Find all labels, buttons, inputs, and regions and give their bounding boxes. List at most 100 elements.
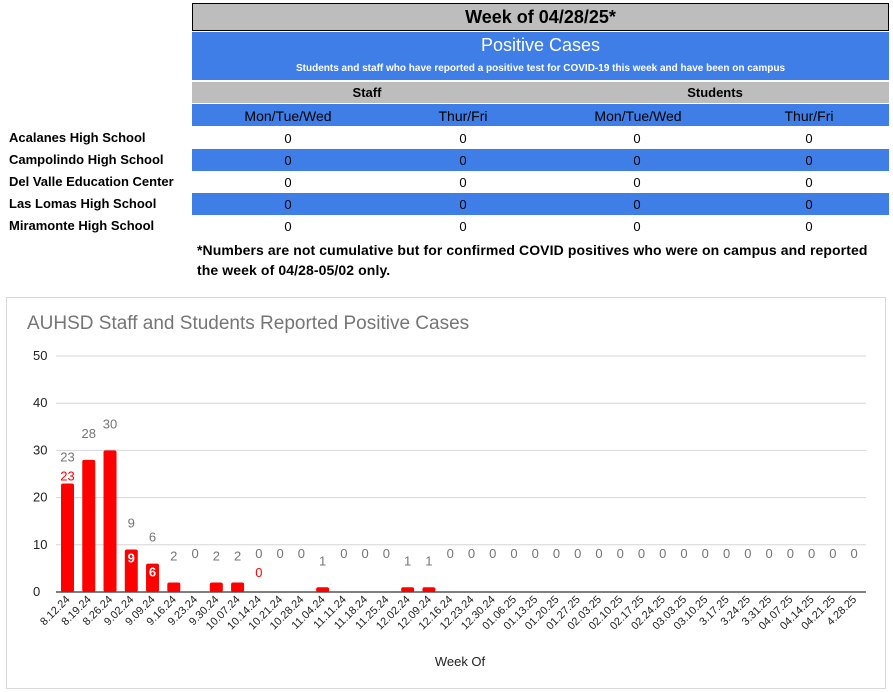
- total-label: 0: [595, 546, 602, 561]
- table-cell: 0: [805, 131, 813, 146]
- section-title: Positive Cases: [480, 35, 601, 55]
- school-name: Del Valle Education Center: [9, 174, 174, 189]
- total-label: 2: [234, 549, 241, 564]
- total-label: 1: [425, 553, 432, 568]
- total-label: 0: [638, 546, 645, 561]
- bar: [124, 549, 138, 592]
- y-tick-label: 40: [33, 395, 47, 410]
- day-columns-row: Mon/Tue/Wed Thur/Fri Mon/Tue/Wed Thur/Fr…: [192, 104, 889, 126]
- total-label: 0: [723, 546, 730, 561]
- table-cell: 0: [459, 153, 467, 168]
- bar: [422, 587, 436, 592]
- y-tick-label: 20: [33, 490, 47, 505]
- table-row: Las Lomas High School 0 0 0 0: [0, 193, 889, 215]
- total-label: 0: [447, 546, 454, 561]
- total-label: 9: [128, 516, 135, 531]
- y-tick-label: 10: [33, 537, 47, 552]
- chart-frame: [6, 297, 886, 689]
- group-students-label: Students: [687, 85, 743, 100]
- total-label: 0: [340, 546, 347, 561]
- x-axis-title: Week Of: [435, 654, 486, 669]
- table-cell: 0: [633, 197, 641, 212]
- total-label: 23: [60, 449, 74, 464]
- table-cell: 0: [805, 197, 813, 212]
- total-label: 0: [787, 546, 794, 561]
- total-label: 0: [468, 546, 475, 561]
- group-header-row: Staff Students: [192, 82, 889, 103]
- total-label: 6: [149, 530, 156, 545]
- y-tick-label: 30: [33, 442, 47, 457]
- total-label: 0: [829, 546, 836, 561]
- table-cell: 0: [284, 153, 292, 168]
- week-title: Week of 04/28/25*: [192, 3, 889, 31]
- bar: [231, 582, 245, 592]
- total-label: 0: [553, 546, 560, 561]
- school-name: Campolindo High School: [9, 152, 164, 167]
- total-label: 0: [744, 546, 751, 561]
- col-staff-mtw: Mon/Tue/Wed: [244, 108, 332, 124]
- bar: [209, 582, 223, 592]
- data-label: 0: [255, 565, 262, 580]
- total-label: 0: [276, 546, 283, 561]
- table-row: Miramonte High School 0 0 0 0: [0, 215, 889, 237]
- bar: [316, 587, 330, 592]
- total-label: 0: [851, 546, 858, 561]
- total-label: 0: [489, 546, 496, 561]
- table-cell: 0: [633, 153, 641, 168]
- bar: [61, 483, 74, 592]
- total-label: 0: [362, 546, 369, 561]
- total-label: 30: [103, 416, 117, 431]
- table-cell: 0: [284, 197, 292, 212]
- table-cell: 0: [805, 219, 813, 234]
- school-name: Las Lomas High School: [9, 196, 157, 211]
- total-label: 2: [170, 549, 177, 564]
- total-label: 0: [659, 546, 666, 561]
- total-label: 28: [82, 426, 96, 441]
- table-row: Campolindo High School 0 0 0 0: [0, 149, 889, 171]
- col-students-mtw: Mon/Tue/Wed: [594, 108, 682, 124]
- total-label: 0: [680, 546, 687, 561]
- table-cell: 0: [459, 175, 467, 190]
- school-name: Acalanes High School: [9, 130, 146, 145]
- group-staff-label: Staff: [352, 85, 382, 100]
- bar: [103, 450, 117, 592]
- table-cell: 0: [805, 153, 813, 168]
- table-cell: 0: [284, 219, 292, 234]
- table-cell: 0: [284, 131, 292, 146]
- data-label: 23: [60, 468, 74, 483]
- table-cell: 0: [459, 131, 467, 146]
- section-subtitle: Students and staff who have reported a p…: [296, 63, 785, 74]
- data-label: 6: [149, 565, 156, 580]
- total-label: 0: [808, 546, 815, 561]
- table-cell: 0: [633, 219, 641, 234]
- total-label: 0: [255, 546, 262, 561]
- total-label: 0: [298, 546, 305, 561]
- bar: [82, 459, 96, 592]
- total-label: 2: [213, 549, 220, 564]
- total-label: 0: [617, 546, 624, 561]
- total-label: 0: [765, 546, 772, 561]
- y-tick-label: 50: [33, 348, 47, 363]
- total-label: 0: [702, 546, 709, 561]
- bar: [401, 587, 415, 592]
- table-cell: 0: [633, 175, 641, 190]
- total-label: 0: [574, 546, 581, 561]
- total-label: 0: [510, 546, 517, 561]
- data-label: 9: [128, 551, 135, 566]
- chart-title: AUHSD Staff and Students Reported Positi…: [27, 313, 470, 334]
- school-name: Miramonte High School: [9, 218, 155, 233]
- col-students-thf: Thur/Fri: [784, 108, 834, 124]
- table-cell: 0: [805, 175, 813, 190]
- table-row: Acalanes High School 0 0 0 0: [0, 127, 889, 149]
- total-label: 0: [532, 546, 539, 561]
- table-cell: 0: [633, 131, 641, 146]
- table-cell: 0: [459, 197, 467, 212]
- table-row: Del Valle Education Center 0 0 0 0: [0, 171, 889, 193]
- positive-cases-header: Positive Cases Students and staff who ha…: [192, 32, 889, 80]
- table-cell: 0: [284, 175, 292, 190]
- total-label: 0: [191, 546, 198, 561]
- total-label: 1: [319, 553, 326, 568]
- total-label: 1: [404, 553, 411, 568]
- y-tick-label: 0: [33, 584, 40, 599]
